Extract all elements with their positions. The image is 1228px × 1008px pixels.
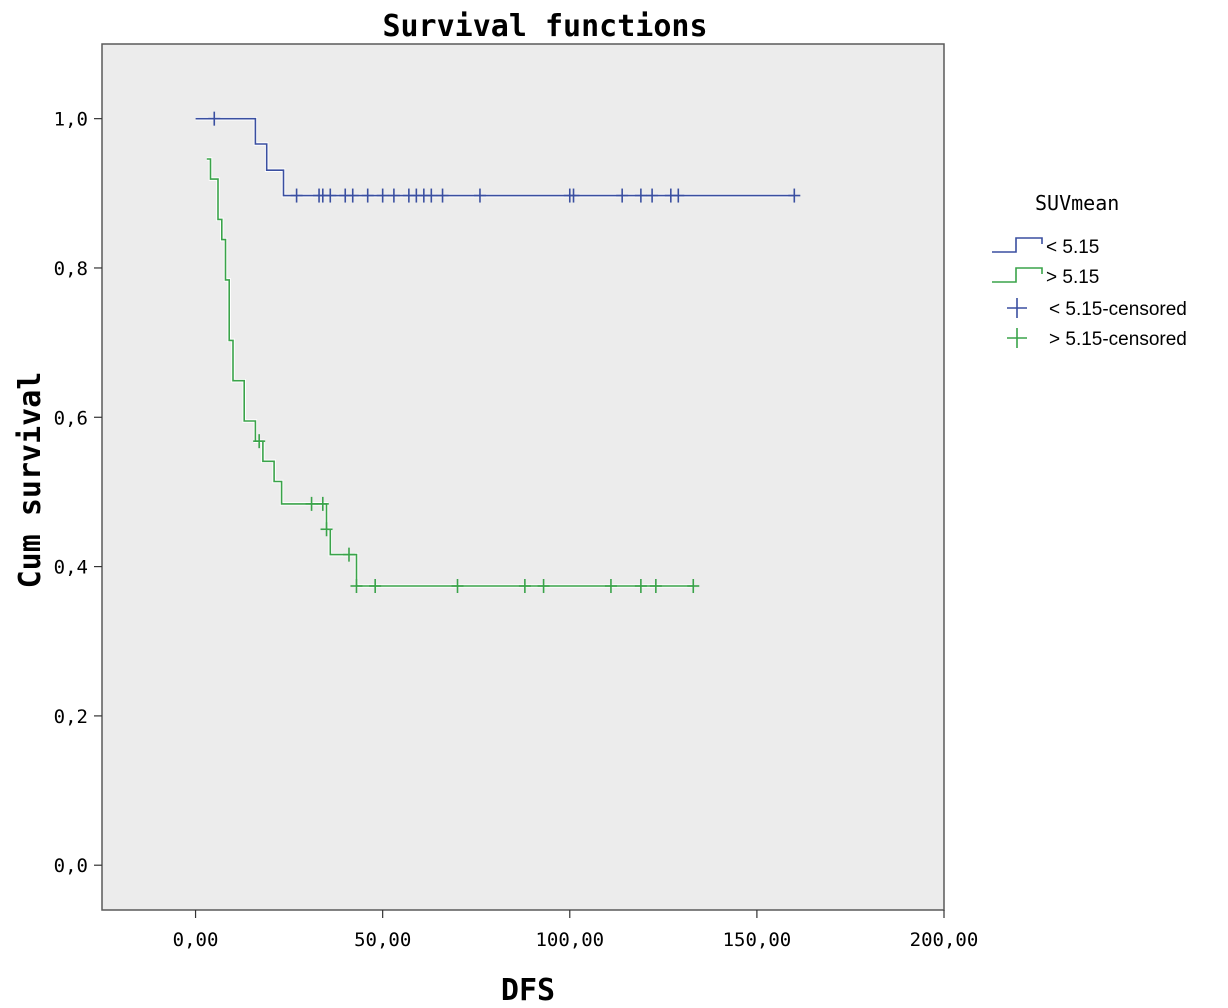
censor-mark-gt-5-15 bbox=[634, 578, 647, 593]
censor-mark-gt-5-15 bbox=[305, 496, 318, 511]
plot-area bbox=[101, 43, 945, 911]
x-tick-label: 100,00 bbox=[535, 929, 604, 951]
x-tick-label: 0,00 bbox=[173, 929, 219, 951]
censor-mark-gt-5-15 bbox=[320, 522, 333, 537]
censor-mark-lt-5-15 bbox=[425, 188, 438, 203]
legend-item: > 5.15 bbox=[992, 267, 1099, 288]
censor-mark-lt-5-15 bbox=[634, 188, 647, 203]
censor-mark-lt-5-15 bbox=[436, 188, 449, 203]
censor-mark-gt-5-15 bbox=[537, 578, 550, 593]
censor-mark-lt-5-15 bbox=[646, 188, 659, 203]
legend-label: > 5.15-censored bbox=[1049, 329, 1187, 350]
legend-item: < 5.15 bbox=[992, 237, 1099, 258]
censor-mark-lt-5-15 bbox=[290, 188, 303, 203]
x-tick-label: 200,00 bbox=[910, 929, 979, 951]
legend-step-icon bbox=[992, 237, 1043, 253]
censor-mark-gt-5-15 bbox=[451, 578, 464, 593]
legend-label: > 5.15 bbox=[1046, 267, 1099, 288]
censor-mark-lt-5-15 bbox=[672, 188, 685, 203]
chart-title: Survival functions bbox=[382, 9, 707, 44]
legend-label: < 5.15-censored bbox=[1049, 299, 1187, 320]
y-tick-label: 0,2 bbox=[54, 706, 88, 728]
censor-mark-lt-5-15 bbox=[346, 188, 359, 203]
series-layer bbox=[195, 111, 801, 593]
legend-step-icon bbox=[992, 267, 1043, 283]
x-axis-title: DFS bbox=[501, 973, 555, 1008]
censor-mark-lt-5-15 bbox=[376, 188, 389, 203]
censor-mark-lt-5-15 bbox=[324, 188, 337, 203]
censor-mark-lt-5-15 bbox=[616, 188, 629, 203]
x-tick-label: 50,00 bbox=[354, 929, 411, 951]
censor-mark-lt-5-15 bbox=[473, 188, 486, 203]
legend-item: < 5.15-censored bbox=[1007, 298, 1187, 320]
y-tick-label: 0,6 bbox=[54, 407, 88, 429]
censor-mark-gt-5-15 bbox=[369, 578, 382, 593]
legend-item: > 5.15-censored bbox=[1007, 328, 1187, 350]
censor-mark-lt-5-15 bbox=[208, 111, 221, 126]
censor-mark-gt-5-15 bbox=[604, 578, 617, 593]
censor-mark-lt-5-15 bbox=[567, 188, 580, 203]
x-axis: 0,00 50,00 100,00 150,00 200,00 bbox=[173, 910, 979, 951]
censor-mark-gt-5-15 bbox=[350, 578, 363, 593]
censor-mark-lt-5-15 bbox=[788, 188, 801, 203]
legend: SUVmean < 5.15 > 5.15 < 5.15-censored > 5.1… bbox=[992, 191, 1187, 350]
censor-mark-gt-5-15 bbox=[518, 578, 531, 593]
legend-label: < 5.15 bbox=[1046, 237, 1099, 258]
y-tick-label: 1,0 bbox=[54, 109, 88, 131]
legend-title: SUVmean bbox=[1035, 191, 1119, 215]
series-line-lt-5-15 bbox=[195, 117, 795, 197]
y-axis: 0,0 0,2 0,4 0,6 0,8 1,0 bbox=[54, 109, 102, 877]
censor-mark-gt-5-15 bbox=[253, 434, 266, 449]
censor-mark-lt-5-15 bbox=[361, 188, 374, 203]
y-axis-title: Cum survival bbox=[13, 372, 48, 589]
censor-mark-gt-5-15 bbox=[342, 547, 355, 562]
censor-mark-gt-5-15 bbox=[687, 578, 700, 593]
x-tick-label: 150,00 bbox=[723, 929, 792, 951]
censor-mark-lt-5-15 bbox=[387, 188, 400, 203]
censor-mark-gt-5-15 bbox=[316, 496, 329, 511]
censor-mark-gt-5-15 bbox=[649, 578, 662, 593]
y-tick-label: 0,0 bbox=[54, 855, 88, 877]
y-tick-label: 0,4 bbox=[54, 557, 88, 579]
y-tick-label: 0,8 bbox=[54, 258, 88, 280]
